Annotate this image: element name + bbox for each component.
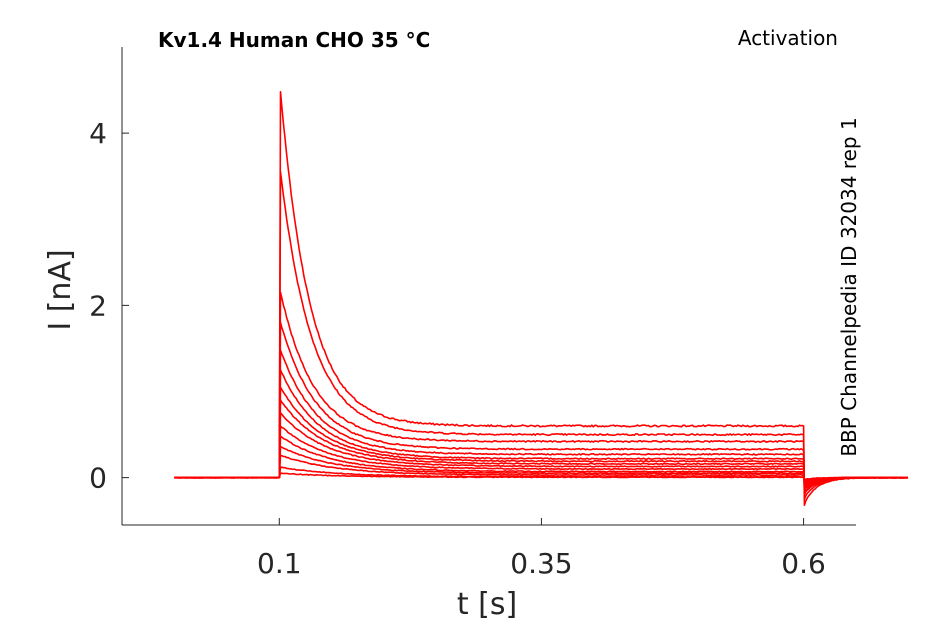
current-trace (174, 425, 908, 485)
current-trace (174, 349, 908, 491)
x-tick-label: 0.1 (257, 547, 302, 580)
current-traces (174, 91, 909, 506)
chart-title: Kv1.4 Human CHO 35 °C (158, 28, 430, 52)
protocol-label: Activation (738, 26, 838, 50)
current-trace (174, 291, 908, 496)
current-trace (174, 386, 908, 487)
current-trace (174, 321, 908, 494)
current-trace (174, 435, 909, 484)
tick-labels: 0.1 0.35 0.6 0 2 4 (89, 117, 826, 580)
y-tick-label: 2 (89, 289, 107, 322)
current-trace (174, 445, 909, 483)
current-trace (174, 472, 909, 481)
axes (121, 47, 856, 526)
x-tick-label: 0.6 (781, 547, 826, 580)
y-tick-label: 0 (89, 462, 107, 495)
y-tick-label: 4 (89, 117, 107, 150)
current-trace (174, 399, 908, 487)
source-label: BBP Channelpedia ID 32034 rep 1 (837, 117, 861, 456)
current-trace (174, 91, 908, 506)
current-trace (174, 369, 909, 489)
current-trace (174, 412, 908, 486)
x-tick-label: 0.35 (510, 547, 572, 580)
current-trace (174, 454, 908, 482)
current-trace (174, 171, 908, 500)
y-axis-title: I [nA] (43, 249, 78, 330)
x-axis-title: t [s] (457, 587, 517, 622)
